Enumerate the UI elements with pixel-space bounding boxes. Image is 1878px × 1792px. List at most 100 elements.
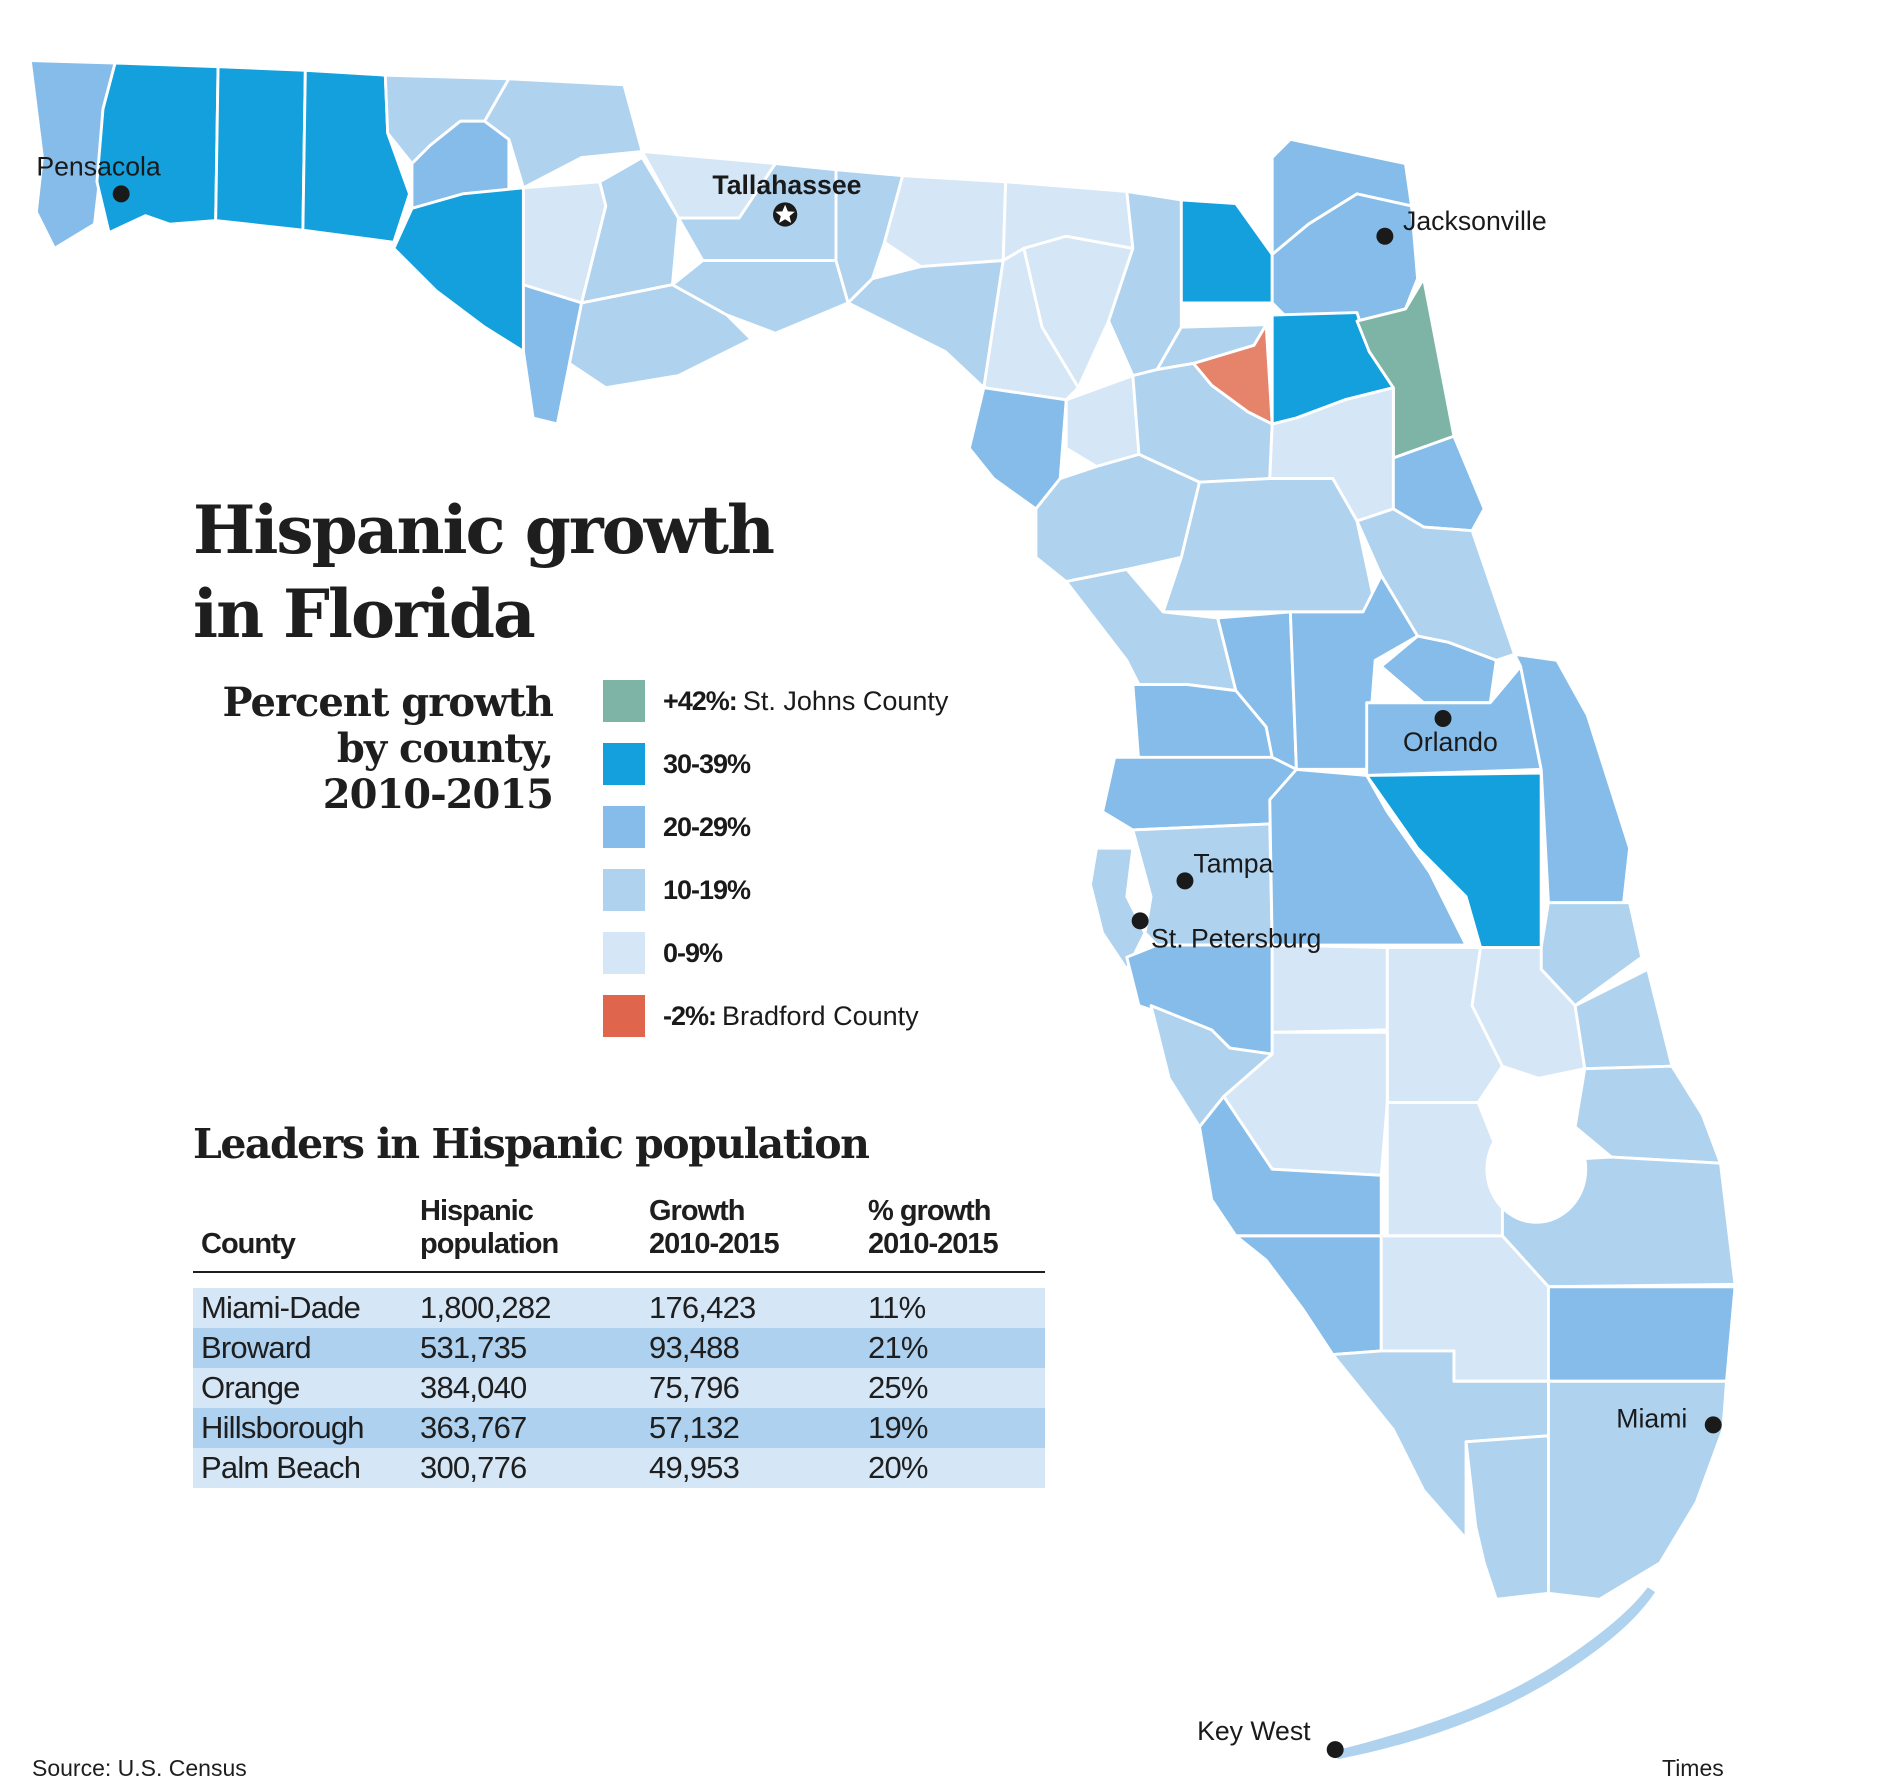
cell-county: Palm Beach — [193, 1448, 412, 1488]
city-pensacola: Pensacola — [36, 152, 161, 203]
city-label: Tallahassee — [712, 170, 861, 200]
city-label: Orlando — [1403, 727, 1498, 757]
cell-growth: 176,423 — [641, 1288, 860, 1328]
county-martin — [1573, 1064, 1722, 1165]
florida-keys — [1335, 1587, 1656, 1760]
county-baker — [1179, 198, 1274, 305]
legend-range: 20-29% — [663, 811, 751, 842]
county-duval — [1270, 192, 1420, 323]
lake-okeechobee — [1485, 1114, 1588, 1224]
county-miami-dade — [1546, 1379, 1729, 1601]
column-header-county: County — [193, 1195, 412, 1273]
legend-item-st-johns: +42%: St. Johns County — [603, 680, 948, 722]
cell-growth: 49,953 — [641, 1448, 860, 1488]
legend-county: St. Johns County — [742, 685, 949, 716]
city-label: Key West — [1197, 1716, 1311, 1746]
subtitle-line-2: by county, — [336, 725, 554, 772]
legend-range: -2%: — [663, 1000, 717, 1031]
legend-swatch — [603, 806, 645, 848]
cell-population: 531,735 — [412, 1328, 641, 1368]
dot-icon — [1176, 872, 1194, 890]
dot-icon — [1704, 1416, 1722, 1434]
cell-pct: 25% — [860, 1368, 1045, 1408]
column-header-population: Hispanic population — [412, 1195, 641, 1273]
city-markers: Pensacola Tallahassee Jacksonville Orlan… — [36, 152, 1722, 1759]
column-header-pct-growth: % growth 2010-2015 — [860, 1195, 1045, 1273]
county-lee — [1234, 1234, 1383, 1357]
city-jacksonville: Jacksonville — [1376, 206, 1547, 245]
cell-pct: 11% — [860, 1288, 1045, 1328]
cell-population: 363,767 — [412, 1408, 641, 1448]
legend-range: +42%: — [663, 685, 738, 716]
credit-note: Times — [1662, 1755, 1724, 1781]
legend: +42%: St. Johns County 30-39% 20-29% 10-… — [603, 680, 948, 1058]
subtitle-line-1: Percent growth — [222, 679, 554, 726]
legend-swatch — [603, 869, 645, 911]
cell-pct: 19% — [860, 1408, 1045, 1448]
county-marion — [1161, 477, 1377, 614]
city-key-west: Key West — [1197, 1716, 1344, 1759]
cell-growth: 75,796 — [641, 1368, 860, 1408]
county-santa-rosa — [95, 61, 220, 235]
county-broward — [1546, 1285, 1737, 1383]
dot-icon — [1434, 710, 1452, 727]
cell-county: Miami-Dade — [193, 1288, 412, 1328]
cell-population: 1,800,282 — [412, 1288, 641, 1328]
city-st-petersburg: St. Petersburg — [1131, 912, 1321, 953]
cell-county: Broward — [193, 1328, 412, 1368]
county-jackson — [483, 77, 644, 190]
cell-population: 300,776 — [412, 1448, 641, 1488]
dot-icon — [1131, 912, 1149, 930]
column-header-growth: Growth 2010-2015 — [641, 1195, 860, 1273]
city-label: Jacksonville — [1403, 206, 1547, 236]
legend-item-10-19: 10-19% — [603, 869, 948, 911]
legend-range: 0-9% — [663, 937, 723, 968]
table-row: Palm Beach 300,776 49,953 20% — [193, 1448, 1045, 1488]
dot-icon — [1376, 227, 1394, 245]
title-line-2: in Florida — [193, 575, 536, 653]
legend-range: 30-39% — [663, 748, 751, 779]
city-tampa: Tampa — [1176, 848, 1274, 890]
legend-swatch — [603, 743, 645, 785]
table-row: Broward 531,735 93,488 21% — [193, 1328, 1045, 1368]
legend-item-0-9: 0-9% — [603, 932, 948, 974]
table-row: Miami-Dade 1,800,282 176,423 11% — [193, 1288, 1045, 1328]
city-label: Tampa — [1193, 848, 1273, 878]
county-monroe-mainland — [1464, 1434, 1550, 1601]
cell-county: Hillsborough — [193, 1408, 412, 1448]
subtitle: Percent growth by county, 2010-2015 — [193, 679, 554, 818]
table-title: Leaders in Hispanic population — [193, 1120, 870, 1168]
table-row: Orange 384,040 75,796 25% — [193, 1368, 1045, 1408]
star-icon-glyph — [775, 204, 795, 223]
city-label: Miami — [1616, 1403, 1687, 1433]
cell-growth: 57,132 — [641, 1408, 860, 1448]
cell-growth: 93,488 — [641, 1328, 860, 1368]
city-label: St. Petersburg — [1151, 923, 1321, 953]
cell-population: 384,040 — [412, 1368, 641, 1408]
county-glades — [1385, 1101, 1504, 1238]
county-pasco — [1101, 755, 1298, 832]
dot-icon — [1326, 1741, 1344, 1759]
legend-swatch — [603, 680, 645, 722]
cell-county: Orange — [193, 1368, 412, 1408]
table-header-row: County Hispanic population Growth 2010-2… — [193, 1195, 1045, 1273]
city-tallahassee: Tallahassee — [712, 170, 862, 227]
legend-item-20-29: 20-29% — [603, 806, 948, 848]
city-label: Pensacola — [36, 152, 161, 182]
dot-icon — [112, 185, 130, 203]
county-hardee — [1270, 943, 1389, 1034]
leaders-table: County Hispanic population Growth 2010-2… — [193, 1195, 1045, 1488]
counties — [28, 59, 1737, 1760]
county-taylor — [846, 259, 1005, 390]
legend-county: Bradford County — [722, 1000, 919, 1031]
cell-pct: 21% — [860, 1328, 1045, 1368]
county-bay — [392, 186, 525, 353]
legend-range: 10-19% — [663, 874, 751, 905]
legend-swatch — [603, 995, 645, 1037]
subtitle-line-3: 2010-2015 — [322, 771, 554, 818]
city-orlando: Orlando — [1403, 710, 1498, 757]
cell-pct: 20% — [860, 1448, 1045, 1488]
table-row: Hillsborough 363,767 57,132 19% — [193, 1408, 1045, 1448]
page-title: Hispanic growth in Florida — [193, 488, 775, 656]
